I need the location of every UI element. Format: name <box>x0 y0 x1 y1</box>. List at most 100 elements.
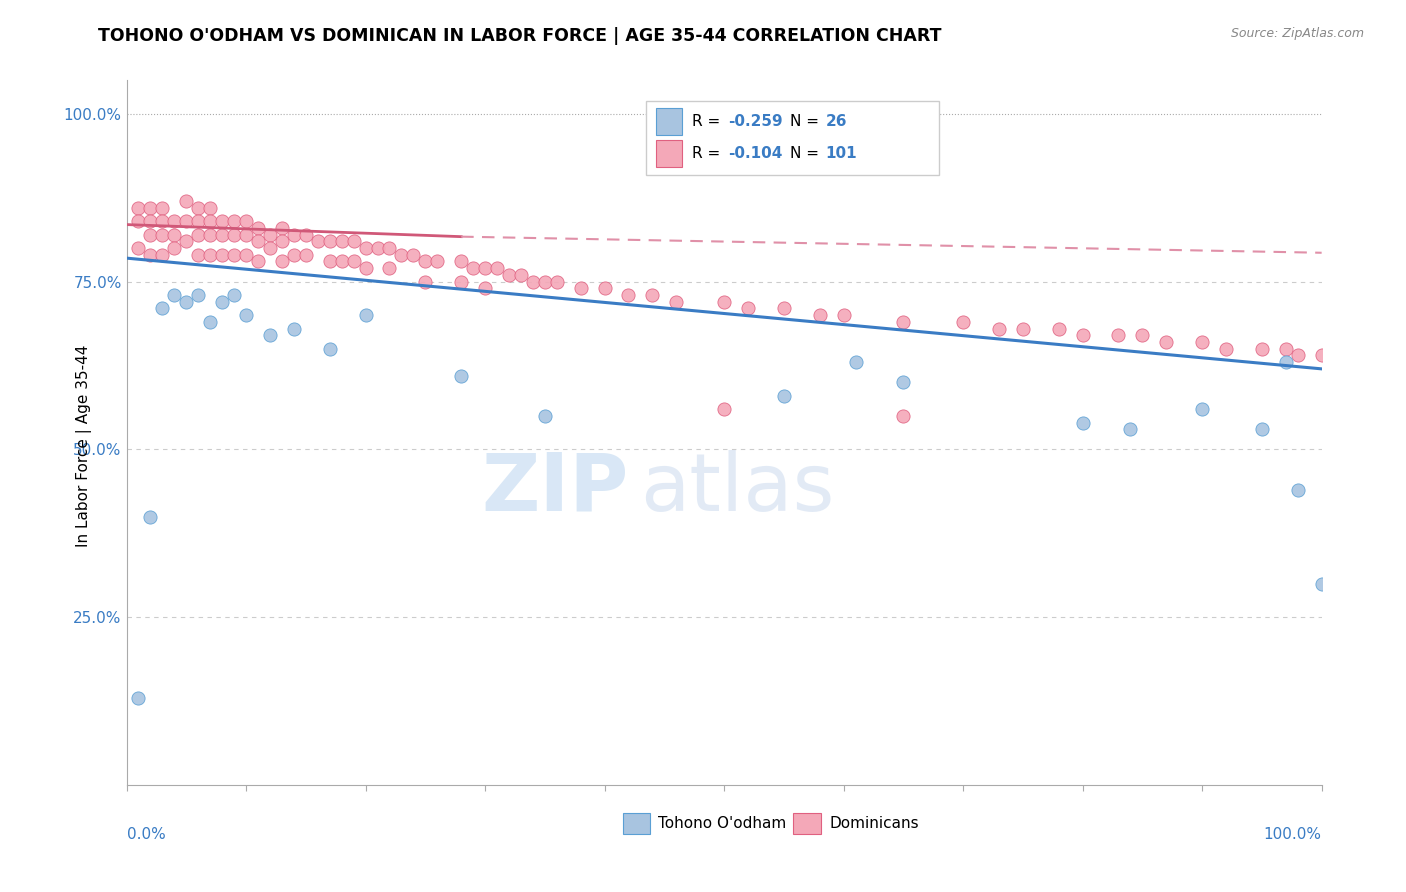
Point <box>891 315 914 329</box>
Text: N =: N = <box>790 146 824 161</box>
Point <box>569 281 592 295</box>
Point <box>187 248 209 262</box>
Point <box>1286 483 1309 497</box>
Text: Source: ZipAtlas.com: Source: ZipAtlas.com <box>1230 27 1364 40</box>
Point <box>1154 334 1177 349</box>
Point <box>1310 348 1333 362</box>
Text: Dominicans: Dominicans <box>830 816 920 831</box>
Point <box>222 214 246 228</box>
Point <box>498 268 520 282</box>
Point <box>402 248 425 262</box>
Point <box>354 308 377 322</box>
Point <box>1274 342 1296 356</box>
Point <box>343 235 366 249</box>
Point <box>354 241 377 255</box>
Point <box>366 241 388 255</box>
Text: 26: 26 <box>825 114 848 129</box>
Point <box>461 261 484 276</box>
Point <box>1274 355 1296 369</box>
Point <box>891 376 914 390</box>
Point <box>222 248 246 262</box>
Point <box>413 275 436 289</box>
Text: -0.259: -0.259 <box>728 114 782 129</box>
Point <box>474 281 496 295</box>
Point <box>713 294 735 309</box>
Text: 0.0%: 0.0% <box>127 827 166 842</box>
Point <box>139 509 162 524</box>
Point <box>1011 321 1033 335</box>
Text: 101: 101 <box>825 146 858 161</box>
Point <box>1071 328 1094 343</box>
Point <box>247 254 270 268</box>
Point <box>413 254 436 268</box>
Point <box>211 294 233 309</box>
Text: R =: R = <box>692 146 725 161</box>
Point <box>139 227 162 242</box>
Point <box>150 214 174 228</box>
Text: atlas: atlas <box>640 450 835 528</box>
Point <box>174 194 197 208</box>
Point <box>139 214 162 228</box>
Point <box>283 321 305 335</box>
Point <box>247 221 270 235</box>
Point <box>450 254 472 268</box>
Point <box>952 315 974 329</box>
Point <box>211 214 233 228</box>
Point <box>474 261 496 276</box>
Point <box>318 342 342 356</box>
Point <box>533 409 555 423</box>
Point <box>139 201 162 215</box>
Point <box>1108 328 1130 343</box>
Point <box>235 248 257 262</box>
Point <box>200 227 222 242</box>
Point <box>294 248 316 262</box>
Point <box>593 281 616 295</box>
Point <box>891 409 914 423</box>
Point <box>235 308 257 322</box>
Point <box>150 227 174 242</box>
Point <box>163 214 186 228</box>
Point <box>450 275 472 289</box>
Point <box>247 235 270 249</box>
Point <box>378 241 401 255</box>
Point <box>1130 328 1153 343</box>
Point <box>641 288 664 302</box>
Point <box>773 301 796 316</box>
Point <box>163 288 186 302</box>
Point <box>150 301 174 316</box>
Point <box>174 214 197 228</box>
Point <box>163 227 186 242</box>
Point <box>127 214 149 228</box>
Point <box>330 235 353 249</box>
Point <box>200 214 222 228</box>
Point <box>259 241 281 255</box>
Point <box>737 301 759 316</box>
Point <box>665 294 688 309</box>
Text: R =: R = <box>692 114 725 129</box>
Point <box>391 248 413 262</box>
Point <box>343 254 366 268</box>
Point <box>1250 342 1272 356</box>
Point <box>139 248 162 262</box>
Point <box>1215 342 1237 356</box>
Point <box>426 254 449 268</box>
Text: In Labor Force | Age 35-44: In Labor Force | Age 35-44 <box>76 345 93 547</box>
Point <box>163 241 186 255</box>
Text: N =: N = <box>790 114 824 129</box>
Point <box>509 268 531 282</box>
Point <box>150 248 174 262</box>
Text: -0.104: -0.104 <box>728 146 782 161</box>
Point <box>533 275 555 289</box>
Point <box>1191 402 1213 417</box>
Point <box>378 261 401 276</box>
Point <box>617 288 640 302</box>
Point <box>832 308 855 322</box>
Point <box>486 261 509 276</box>
Point <box>200 315 222 329</box>
Text: 100.0%: 100.0% <box>1264 827 1322 842</box>
Point <box>808 308 831 322</box>
Point <box>1119 422 1142 436</box>
Point <box>283 248 305 262</box>
Point <box>211 248 233 262</box>
Point <box>127 690 149 705</box>
